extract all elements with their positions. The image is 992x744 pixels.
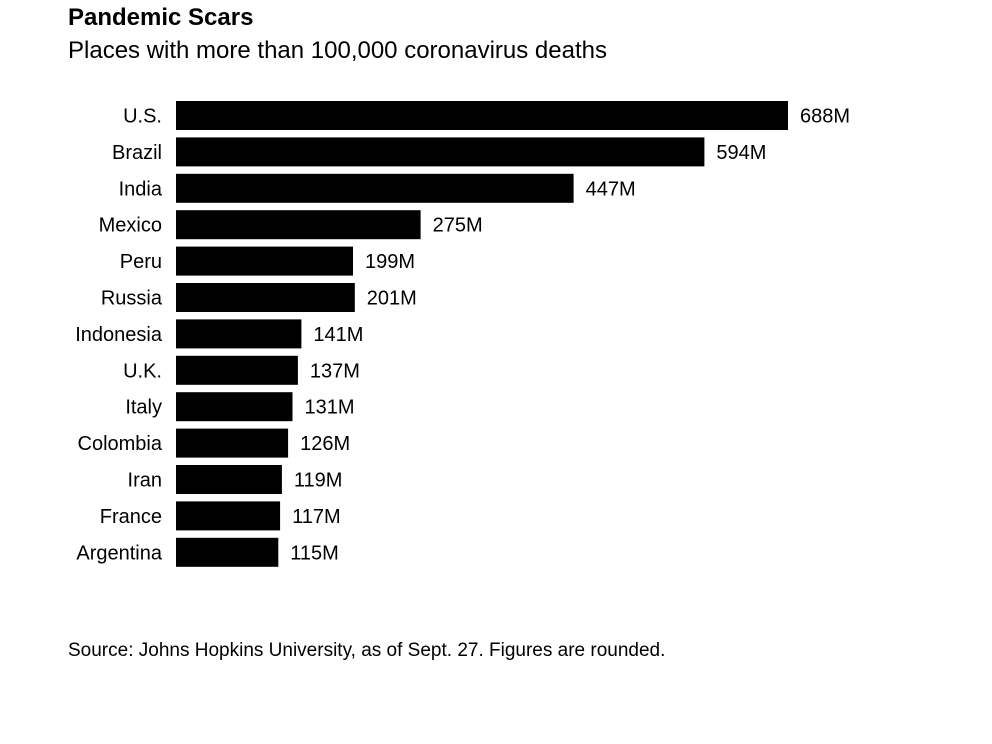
category-label: U.S. — [123, 106, 162, 128]
bar — [176, 173, 574, 203]
data-label: 119M — [294, 470, 343, 492]
bar — [176, 465, 282, 494]
category-label: Mexico — [99, 215, 162, 237]
bar — [176, 137, 705, 167]
bar — [176, 101, 788, 130]
chart-subtitle: Places with more than 100,000 coronaviru… — [68, 37, 607, 64]
bar — [176, 501, 281, 531]
data-label: 137M — [310, 360, 360, 382]
category-label: India — [119, 178, 163, 200]
category-label: Iran — [128, 470, 162, 492]
data-label: 117M — [292, 506, 341, 528]
bar — [176, 537, 279, 567]
category-label: Argentina — [76, 542, 162, 564]
data-label: 131M — [305, 397, 355, 419]
chart-title: Pandemic Scars — [68, 4, 254, 31]
category-label: Brazil — [112, 142, 162, 164]
category-label: France — [100, 506, 162, 528]
bar — [176, 210, 421, 240]
data-label: 141M — [313, 324, 363, 346]
bar — [176, 428, 289, 458]
data-label: 688M — [800, 106, 850, 128]
bar — [176, 319, 302, 349]
source-note: Source: Johns Hopkins University, as of … — [68, 640, 666, 661]
category-label: Peru — [120, 251, 162, 273]
category-label: Colombia — [78, 433, 163, 455]
data-label: 447M — [586, 178, 636, 200]
data-label: 126M — [300, 433, 350, 455]
category-label: Italy — [125, 397, 162, 419]
category-label: U.K. — [123, 360, 162, 382]
data-label: 115M — [290, 542, 339, 564]
bar — [176, 246, 353, 276]
category-label: Russia — [101, 288, 163, 310]
bar — [176, 392, 293, 422]
category-label: Indonesia — [75, 324, 163, 346]
data-label: 594M — [716, 142, 766, 164]
data-label: 199M — [365, 251, 415, 273]
bar — [176, 283, 355, 312]
data-label: 201M — [367, 288, 417, 310]
data-label: 275M — [433, 215, 483, 237]
bar — [176, 355, 298, 385]
